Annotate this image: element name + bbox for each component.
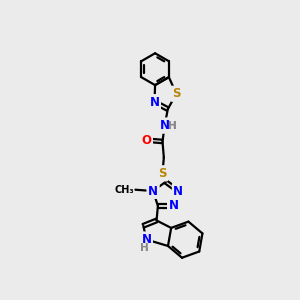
Text: S: S [158, 167, 167, 180]
Text: N: N [142, 233, 152, 246]
Text: N: N [148, 184, 158, 197]
Text: H: H [140, 243, 149, 253]
Text: S: S [158, 167, 167, 180]
Text: N: N [169, 200, 178, 212]
Text: H: H [168, 121, 176, 130]
Text: O: O [142, 134, 152, 147]
Text: H: H [168, 121, 176, 130]
Text: S: S [172, 87, 181, 100]
Text: N: N [173, 184, 183, 197]
Text: N: N [149, 96, 160, 109]
Text: N: N [160, 119, 170, 132]
Text: O: O [142, 134, 152, 147]
Text: CH₃: CH₃ [114, 185, 134, 195]
Text: N: N [142, 233, 152, 246]
Text: N: N [148, 184, 158, 197]
Text: H: H [140, 243, 149, 253]
Text: N: N [169, 200, 178, 212]
Text: N: N [173, 184, 183, 197]
Text: N: N [160, 119, 170, 132]
Text: S: S [172, 87, 181, 100]
Text: N: N [149, 96, 160, 109]
